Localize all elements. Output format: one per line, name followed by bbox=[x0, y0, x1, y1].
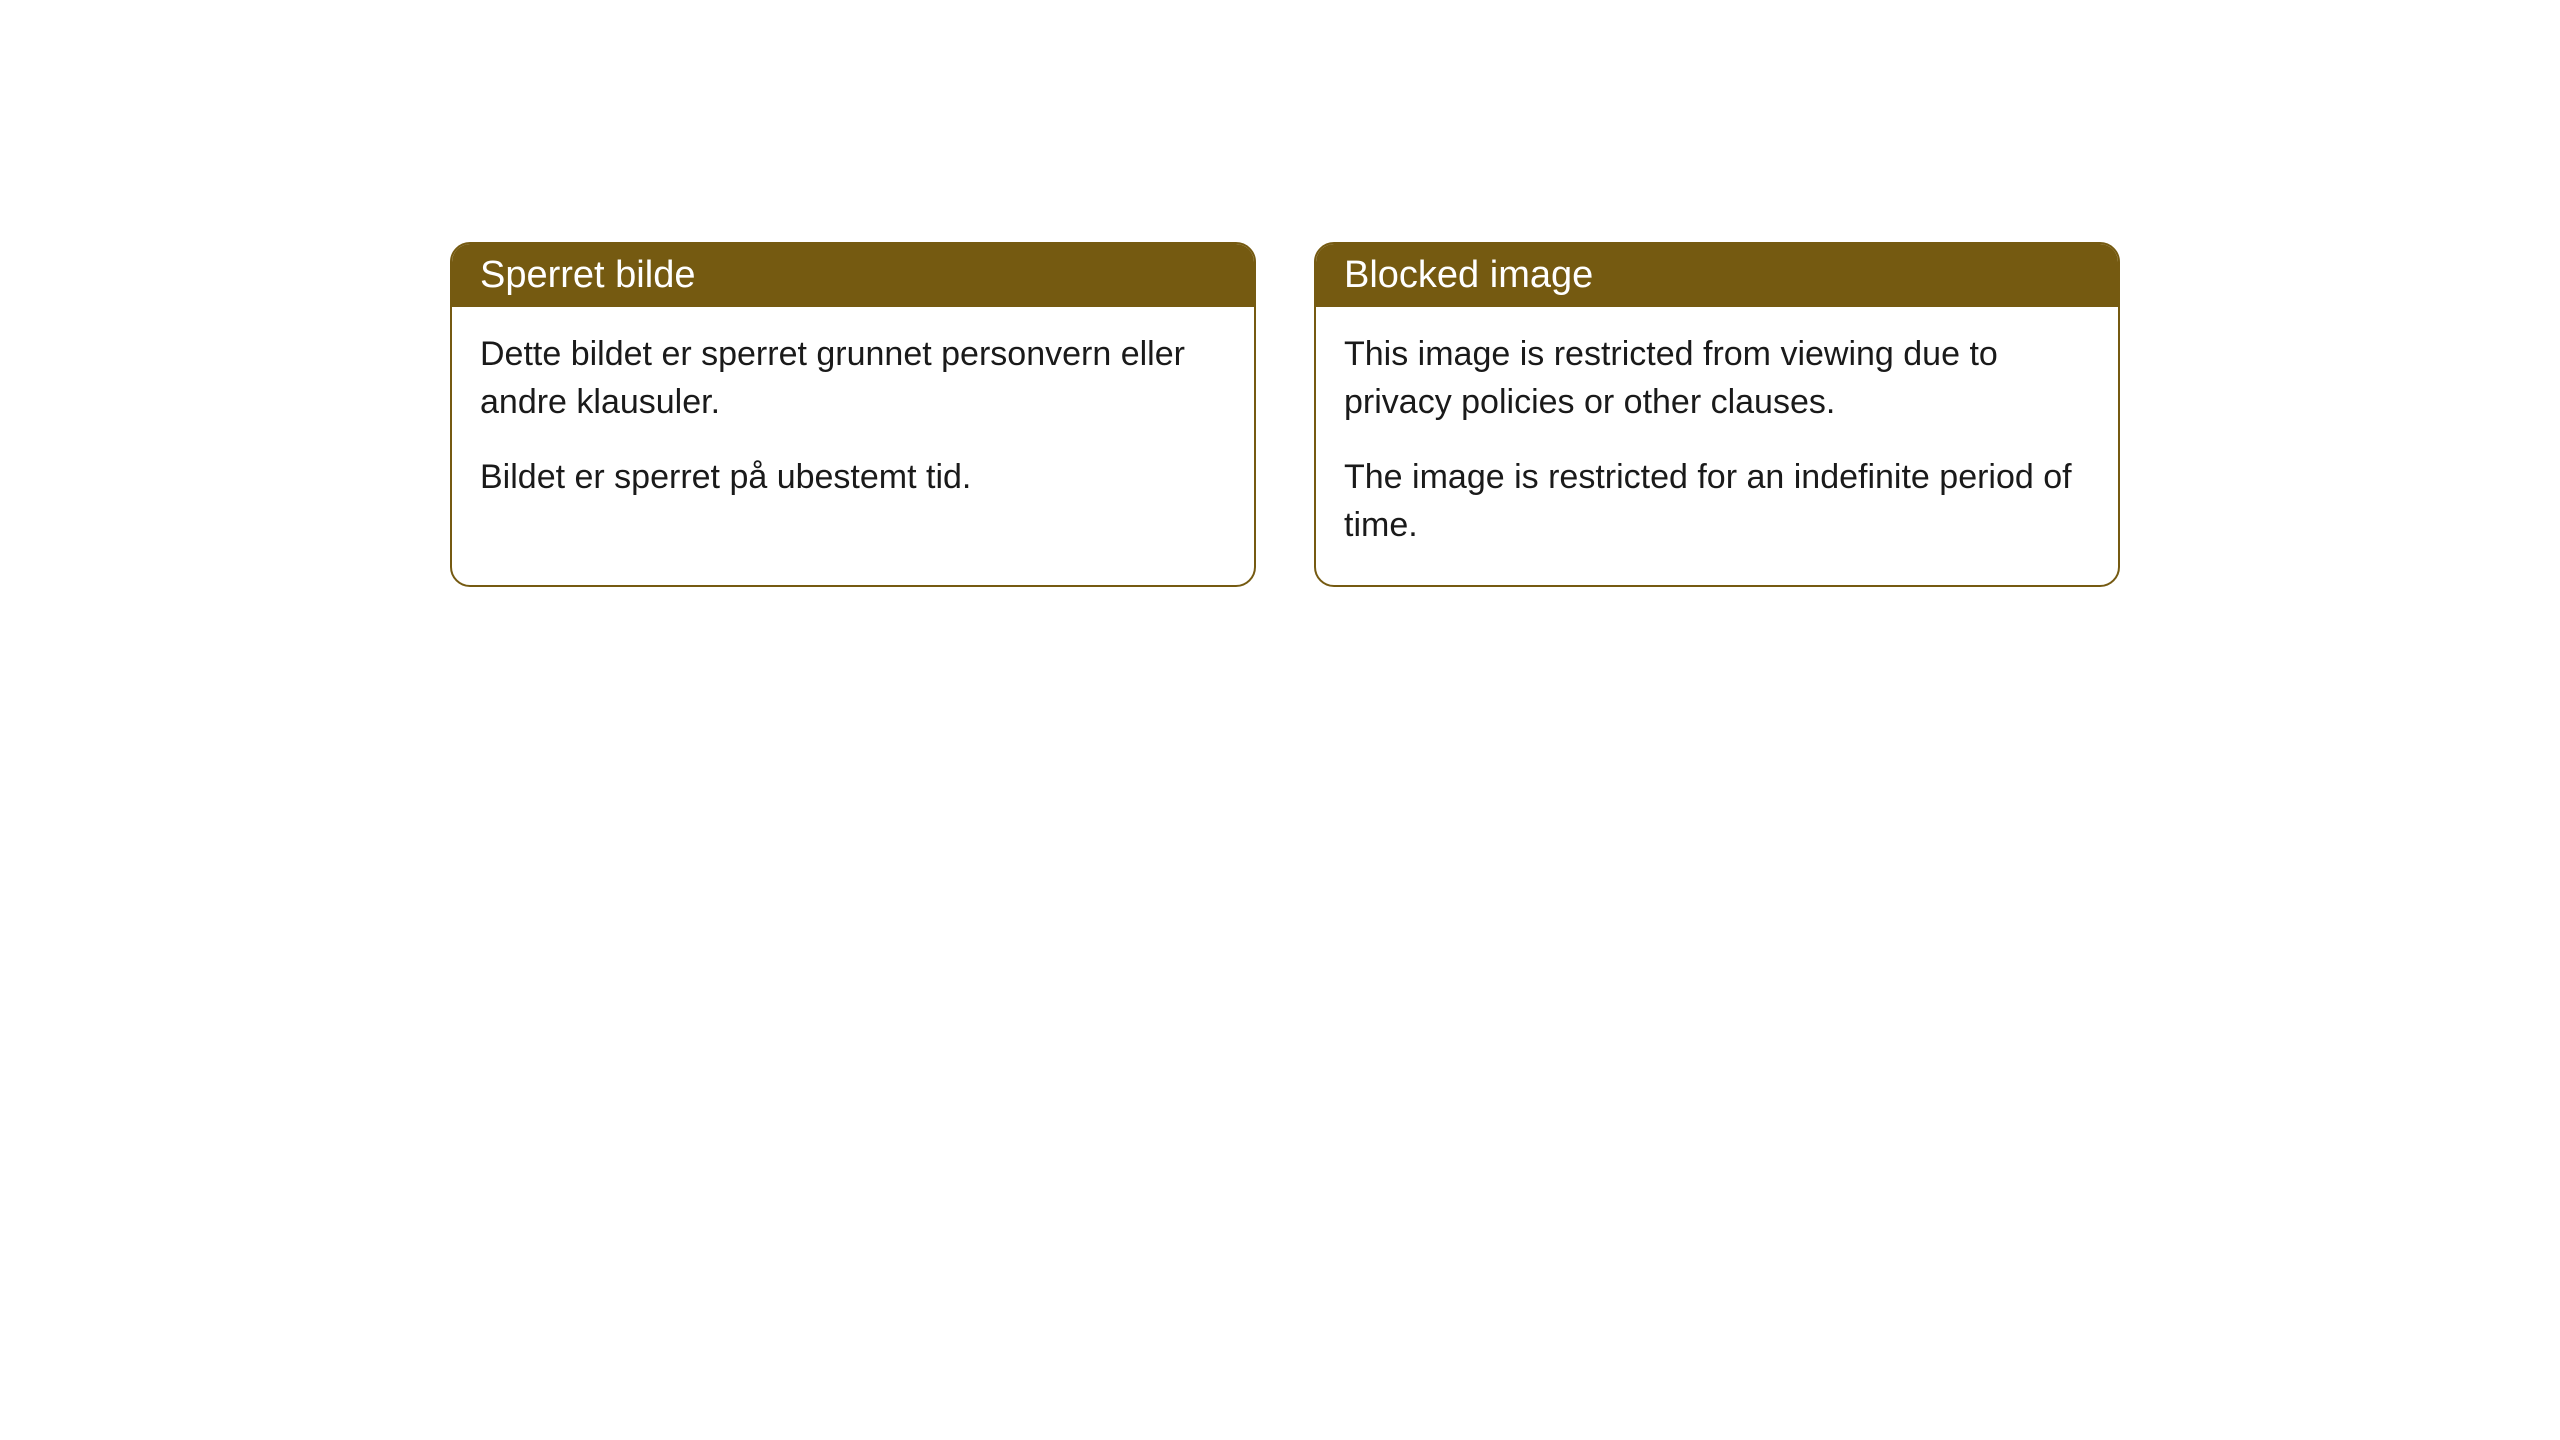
cards-container: Sperret bilde Dette bildet er sperret gr… bbox=[450, 242, 2560, 587]
card-paragraph-norwegian-1: Dette bildet er sperret grunnet personve… bbox=[480, 331, 1226, 426]
blocked-image-card-norwegian: Sperret bilde Dette bildet er sperret gr… bbox=[450, 242, 1256, 587]
card-body-norwegian: Dette bildet er sperret grunnet personve… bbox=[452, 307, 1254, 538]
card-body-english: This image is restricted from viewing du… bbox=[1316, 307, 2118, 585]
card-paragraph-norwegian-2: Bildet er sperret på ubestemt tid. bbox=[480, 454, 1226, 502]
card-paragraph-english-1: This image is restricted from viewing du… bbox=[1344, 331, 2090, 426]
card-paragraph-english-2: The image is restricted for an indefinit… bbox=[1344, 454, 2090, 549]
card-header-english: Blocked image bbox=[1316, 244, 2118, 307]
card-title-english: Blocked image bbox=[1344, 254, 1593, 296]
blocked-image-card-english: Blocked image This image is restricted f… bbox=[1314, 242, 2120, 587]
card-header-norwegian: Sperret bilde bbox=[452, 244, 1254, 307]
card-title-norwegian: Sperret bilde bbox=[480, 254, 695, 296]
